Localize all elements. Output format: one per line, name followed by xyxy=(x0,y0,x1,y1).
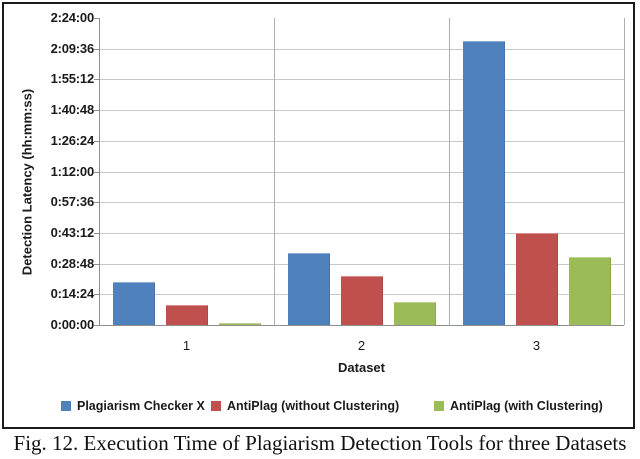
bar-series3-dataset1 xyxy=(219,323,261,325)
gridline xyxy=(99,110,624,112)
y-tick-label: 2:24:00 xyxy=(50,10,95,25)
legend-label: Plagiarism Checker X xyxy=(77,399,205,413)
bar-series3-dataset3 xyxy=(569,257,611,325)
y-tick-mark xyxy=(94,232,99,234)
y-tick-label: 2:09:36 xyxy=(50,40,95,56)
y-axis-line xyxy=(99,18,100,325)
gridline xyxy=(99,202,624,204)
y-tick-mark xyxy=(94,171,99,173)
plot-right-border xyxy=(624,18,625,325)
y-tick-mark xyxy=(94,48,99,50)
y-tick-label: 0:14:24 xyxy=(50,286,95,302)
y-tick-mark xyxy=(94,263,99,265)
x-category-label: 2 xyxy=(357,338,366,353)
y-tick-label: 1:40:48 xyxy=(50,102,95,118)
bar-series1-dataset1 xyxy=(113,282,155,325)
x-category-label: 3 xyxy=(532,338,541,353)
gridline xyxy=(99,232,624,234)
x-category-label: 1 xyxy=(182,338,191,353)
gridline xyxy=(99,48,624,50)
y-tick-label: 1:26:24 xyxy=(50,132,95,148)
y-tick-mark xyxy=(94,202,99,204)
y-tick-mark xyxy=(94,294,99,296)
legend-item: AntiPlag (with Clustering) xyxy=(434,399,603,413)
category-separator xyxy=(274,18,275,325)
y-tick-mark xyxy=(94,79,99,81)
legend-swatch-icon xyxy=(434,401,444,411)
y-tick-mark xyxy=(94,110,99,112)
bar-series1-dataset2 xyxy=(288,253,330,325)
figure-frame xyxy=(2,2,635,429)
gridline xyxy=(99,171,624,173)
y-tick-mark xyxy=(94,140,99,142)
y-tick-label: 0:28:48 xyxy=(50,255,95,271)
y-tick-mark xyxy=(94,325,99,326)
category-separator xyxy=(449,18,450,325)
legend-label: AntiPlag (with Clustering) xyxy=(450,399,603,413)
bar-series3-dataset2 xyxy=(394,302,436,325)
gridline xyxy=(99,263,624,265)
y-tick-mark xyxy=(94,18,99,19)
legend-label: AntiPlag (without Clustering) xyxy=(227,399,400,413)
x-axis-title: Dataset xyxy=(338,360,385,375)
y-tick-label: 1:55:12 xyxy=(50,71,95,87)
legend-swatch-icon xyxy=(61,401,71,411)
bar-series2-dataset3 xyxy=(516,233,558,325)
bar-series1-dataset3 xyxy=(463,41,505,325)
bar-series2-dataset1 xyxy=(166,305,208,325)
legend-item: AntiPlag (without Clustering) xyxy=(211,399,399,413)
bar-series2-dataset2 xyxy=(341,276,383,325)
y-tick-label: 0:00:00 xyxy=(50,317,95,332)
legend-item: Plagiarism Checker X xyxy=(61,399,205,413)
y-tick-label: 1:12:00 xyxy=(50,163,95,179)
x-axis-line xyxy=(99,325,624,326)
y-tick-label: 0:57:36 xyxy=(50,194,95,210)
figure-caption: Fig. 12. Execution Time of Plagiarism De… xyxy=(13,431,627,455)
gridline xyxy=(99,140,624,142)
legend-swatch-icon xyxy=(211,401,221,411)
y-tick-label: 0:43:12 xyxy=(50,224,95,240)
gridline xyxy=(99,79,624,81)
